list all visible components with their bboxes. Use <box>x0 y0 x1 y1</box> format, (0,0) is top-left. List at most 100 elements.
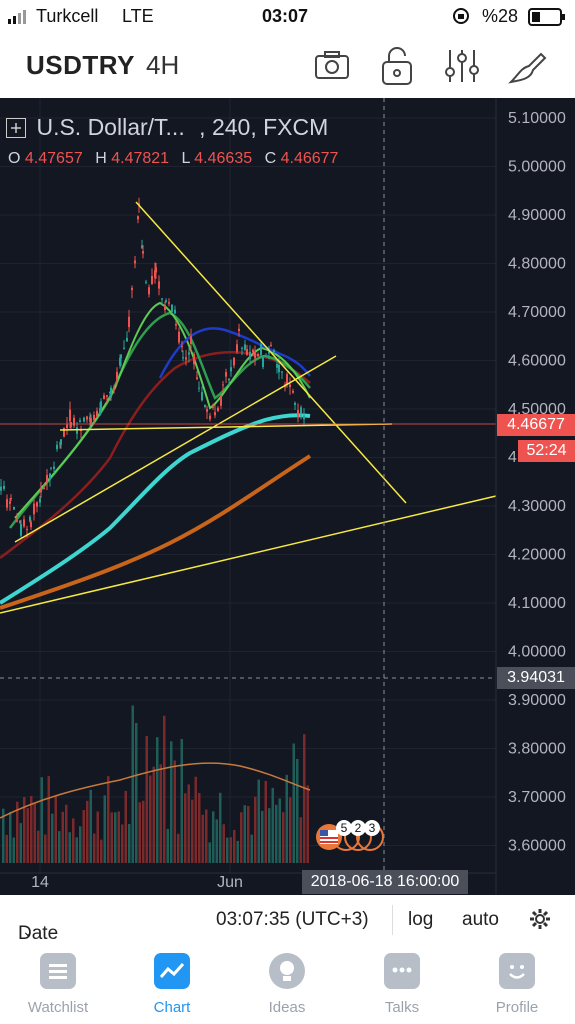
ohlc-values: O 4.47657 H 4.47821 L 4.46635 C 4.46677 <box>8 150 339 167</box>
price-tick-label: 4.00000 <box>508 644 566 661</box>
candle-body <box>0 486 2 491</box>
volume-bar <box>79 826 82 863</box>
ma-orange-line <box>0 454 312 610</box>
candle-body <box>40 488 42 493</box>
volume-bar <box>51 813 54 863</box>
time-axis[interactable]: 14 Jun <box>31 874 243 891</box>
volume-bar <box>180 738 183 863</box>
camera-icon[interactable] <box>310 44 354 88</box>
candle-body <box>228 378 230 381</box>
drawing-pen-icon[interactable] <box>505 44 549 88</box>
candle-body <box>39 498 41 503</box>
candle-body <box>151 275 153 285</box>
session-clock[interactable]: 03:07:35 (UTC+3) <box>216 909 369 930</box>
battery-percent: %28 <box>482 6 519 26</box>
candle-body <box>6 499 8 508</box>
price-tick-label: 4.50000 <box>508 401 566 418</box>
chart-canvas[interactable]: 5.10000 5.00000 4.90000 4.80000 4.70000 4.600… <box>0 98 575 895</box>
candle-body <box>209 415 211 420</box>
candle-body <box>23 519 25 527</box>
volume-bar <box>201 814 204 863</box>
volume-bar <box>254 796 257 863</box>
candle-body <box>145 281 147 283</box>
candle-body <box>174 309 176 314</box>
candle-body <box>158 281 160 289</box>
bar-countdown-label: 52:24 <box>518 440 575 462</box>
volume-bar <box>138 802 141 863</box>
volume-bar <box>135 722 138 863</box>
crosshair-time-label: 2018-06-18 16:00:00 <box>302 870 468 894</box>
candle-body <box>49 473 51 480</box>
candle-body <box>56 444 58 450</box>
candle-body <box>233 357 235 366</box>
ma-brown-line <box>0 762 311 819</box>
volume-bar <box>212 811 215 863</box>
candle-body <box>43 487 45 489</box>
volume-bar <box>292 743 295 863</box>
log-scale-toggle[interactable]: log <box>408 909 434 930</box>
economic-events-badge[interactable]: 5 2 3 <box>314 820 386 852</box>
volume-bar <box>229 837 232 863</box>
candle-body <box>46 474 48 483</box>
tab-chart[interactable]: Chart <box>122 953 222 1016</box>
volume-bar <box>208 842 211 863</box>
tab-talks[interactable]: Talks <box>352 953 452 1016</box>
ma-dark-red-line <box>0 350 311 559</box>
trendline-rising-short <box>14 355 337 543</box>
volume-bar <box>124 790 127 863</box>
battery-icon <box>528 8 566 31</box>
candle-body <box>33 503 35 515</box>
tab-watchlist[interactable]: Watchlist <box>8 953 108 1016</box>
volume-bar <box>278 798 281 863</box>
volume-bar <box>282 812 285 863</box>
volume-bar <box>215 819 218 863</box>
volume-bar <box>93 833 96 863</box>
candle-body <box>26 528 28 530</box>
price-tick-label: 5.10000 <box>508 110 566 127</box>
candle-body <box>93 414 95 420</box>
price-chart[interactable]: 5.10000 5.00000 4.90000 4.80000 4.70000 4.600… <box>0 98 575 895</box>
lock-icon[interactable] <box>375 44 419 88</box>
price-tick-label: 4.90000 <box>508 207 566 224</box>
candle-body <box>220 395 222 406</box>
tab-ideas[interactable]: Ideas <box>237 953 337 1016</box>
tab-profile[interactable]: Profile <box>467 953 567 1016</box>
low-value: 4.46635 <box>194 150 253 167</box>
candle-body <box>260 344 262 356</box>
candle-body <box>137 216 139 220</box>
candle-body <box>134 260 136 264</box>
candle-body <box>281 371 283 373</box>
candle-body <box>214 412 216 416</box>
gear-icon[interactable] <box>528 907 552 937</box>
candle-body <box>128 316 130 328</box>
volume-bar <box>37 830 40 863</box>
candle-body <box>155 267 157 273</box>
ideas-icon <box>269 953 305 989</box>
volume-bar <box>16 801 19 863</box>
volume-bar <box>100 839 103 863</box>
candle-body <box>204 404 206 407</box>
event-count-3: 3 <box>364 820 380 836</box>
candle-body <box>142 251 144 254</box>
volume-bar <box>47 776 50 863</box>
expand-legend-icon[interactable] <box>6 118 26 138</box>
candle-body <box>99 408 101 416</box>
volume-bar <box>159 764 162 863</box>
candle-body <box>196 377 198 380</box>
volume-bar <box>289 797 292 863</box>
symbol-button[interactable]: USDTRY <box>26 50 135 80</box>
volume-bar <box>247 806 250 863</box>
price-tick-label: 3.90000 <box>508 692 566 709</box>
interval-button[interactable]: 4H <box>146 50 180 80</box>
candle-body <box>119 357 121 366</box>
candle-body <box>30 521 32 528</box>
volume-bar <box>166 828 169 863</box>
volume-bar <box>23 796 26 863</box>
volume-bar <box>261 810 264 863</box>
candle-body <box>9 501 11 504</box>
auto-scale-toggle[interactable]: auto <box>462 909 499 930</box>
sliders-icon[interactable] <box>440 44 484 88</box>
volume-bar <box>19 823 22 863</box>
candle-body <box>198 387 200 389</box>
price-axis[interactable]: 5.10000 5.00000 4.90000 4.80000 4.70000 4.600… <box>508 110 566 855</box>
